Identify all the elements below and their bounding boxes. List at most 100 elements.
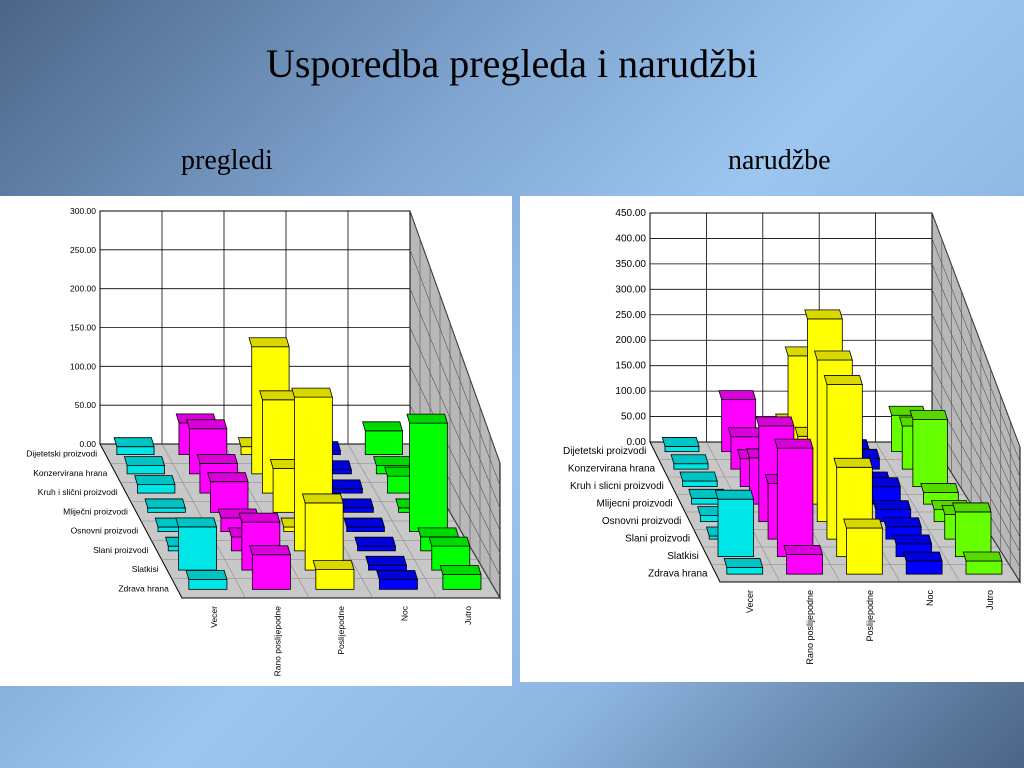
bar: [378, 579, 418, 590]
bar-top: [714, 489, 755, 500]
bar-top: [902, 551, 943, 562]
series-label: Mliječni proizvodi: [63, 506, 128, 516]
bar-top: [186, 419, 228, 430]
y-tick-label: 300.00: [615, 284, 646, 295]
bar-top: [406, 413, 448, 424]
bar-top: [238, 512, 281, 523]
bar: [954, 511, 992, 558]
bar-top: [196, 454, 238, 464]
bar-top: [843, 518, 883, 529]
bar-top: [362, 421, 404, 432]
bar: [315, 569, 355, 590]
bar-top: [833, 457, 873, 468]
narudzbe-chart: 450.00 400.00 350.00 300.00 250.00 200.00 150.…: [520, 196, 1024, 682]
bar-top: [175, 517, 218, 528]
grid-line: [409, 210, 501, 464]
bar-top: [670, 454, 709, 465]
pregledi-chart: 300.00 250.00 200.00 150.00 100.00 50.00 0.00 D…: [0, 196, 512, 686]
bar-top: [376, 570, 418, 580]
bar-top: [185, 570, 228, 580]
y-tick-label: 50.00: [621, 412, 646, 423]
bar: [136, 484, 176, 494]
bar: [912, 419, 948, 488]
y-tick-label: 300.00: [70, 206, 96, 216]
category-label: Vecer: [209, 606, 219, 628]
bar-top: [661, 437, 700, 447]
bar-top: [249, 545, 291, 556]
bar-top: [679, 471, 718, 482]
bar-top: [354, 536, 396, 547]
y-tick-label: 200.00: [70, 284, 96, 294]
series-label: Konzervirana hrana: [568, 463, 656, 474]
pregledi-chart-svg: 300.00 250.00 200.00 150.00 100.00 50.00 0.00D…: [26, 206, 501, 677]
bar: [905, 560, 943, 575]
bar: [409, 422, 448, 532]
bar: [209, 481, 249, 513]
bar: [364, 430, 403, 455]
bar-top: [365, 555, 407, 566]
bar-top: [373, 456, 415, 467]
bar-top: [301, 493, 344, 504]
bar-top: [113, 437, 155, 448]
series-label: Kruh i slicni proizvodi: [570, 481, 664, 492]
bar: [664, 446, 700, 453]
bar-top: [909, 410, 948, 420]
y-tick-label: 400.00: [615, 233, 646, 244]
series-label: Konzervirana hrana: [33, 468, 107, 478]
bar-top: [291, 387, 333, 398]
y-tick-label: 450.00: [615, 208, 646, 219]
grid-line: [409, 366, 501, 554]
bar-top: [783, 544, 824, 555]
y-tick-label: 100.00: [70, 361, 96, 371]
bar-top: [723, 558, 764, 568]
slide-title: Usporedba pregleda i narudžbi: [265, 41, 759, 86]
bar: [776, 447, 814, 558]
bar-top: [718, 390, 757, 401]
bar: [357, 545, 396, 552]
bar-top: [920, 483, 959, 493]
bar-top: [134, 475, 176, 486]
series-label: Slani proizvodi: [625, 533, 690, 544]
y-tick-label: 200.00: [615, 335, 646, 346]
series-label: Osnovni proizvodi: [71, 526, 139, 536]
series-label: Slatkisi: [132, 564, 159, 574]
grid-line: [931, 314, 1021, 508]
bar-top: [804, 309, 843, 320]
grid-line: [409, 327, 501, 531]
bar: [368, 564, 407, 571]
series-label: Zdrava hrana: [118, 583, 169, 593]
bar: [442, 574, 482, 590]
bar: [178, 526, 217, 571]
series-label: Slatkisi: [667, 551, 699, 562]
series-label: Osnovni proizvodi: [602, 516, 681, 527]
series-label: Zdrava hrana: [648, 568, 708, 579]
bar-top: [144, 498, 186, 509]
bar-top: [892, 534, 933, 545]
series-label: Dijetetski proizvodi: [26, 449, 97, 459]
left-chart-caption: pregledi: [181, 145, 273, 176]
grid-line: [409, 288, 501, 509]
grid-line: [931, 289, 1021, 493]
category-label: Rano poslijepodne: [272, 606, 282, 677]
bar-top: [962, 551, 1003, 562]
category-label: Poslijepodne: [336, 606, 346, 655]
bar: [717, 498, 755, 558]
y-tick-label: 50.00: [75, 400, 97, 410]
bar-top: [755, 416, 795, 427]
bar-top: [952, 502, 992, 513]
right-chart-caption: narudžbe: [728, 145, 831, 176]
floor-grid-line: [347, 443, 437, 599]
bar-top: [774, 438, 814, 449]
bar: [126, 465, 165, 475]
series-label: Kruh i slični proizvodi: [38, 487, 118, 497]
bar-top: [248, 337, 290, 348]
category-label: Jutro: [463, 606, 473, 625]
bar: [147, 507, 186, 513]
bar: [786, 553, 823, 575]
category-label: Poslijepodne: [865, 590, 875, 642]
bar-top: [312, 560, 355, 570]
bar: [846, 527, 883, 575]
bar: [673, 463, 709, 470]
y-tick-label: 0.00: [627, 437, 647, 448]
narudzbe-chart-svg: 450.00 400.00 350.00 300.00 250.00 200.00 150.…: [563, 208, 1021, 665]
